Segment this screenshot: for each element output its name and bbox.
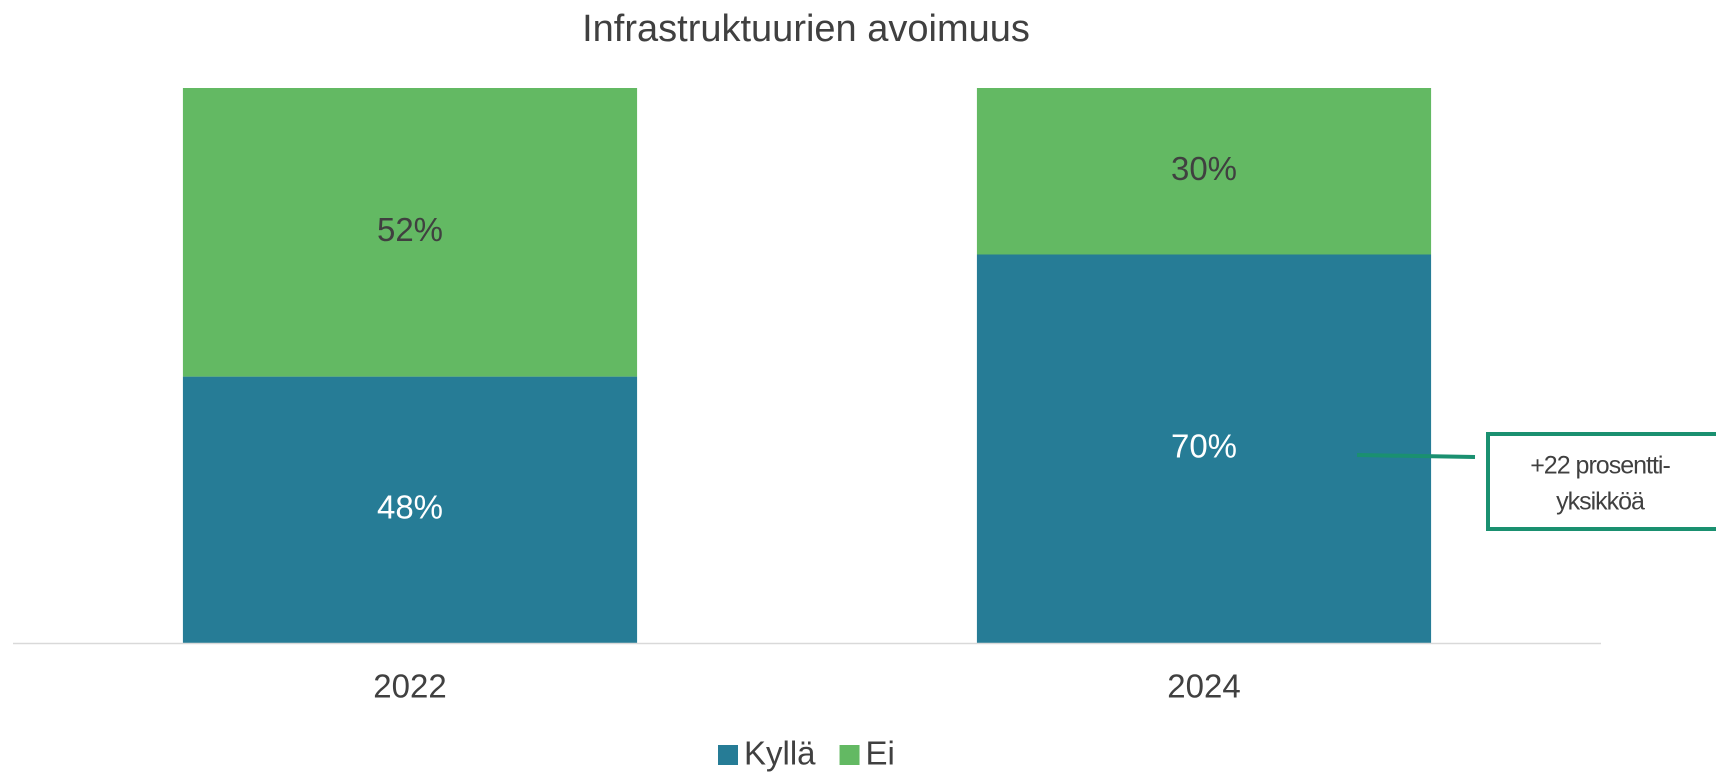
annotation-text: yksikköä	[1556, 488, 1645, 516]
chart-title: Infrastruktuurien avoimuus	[582, 8, 1030, 50]
data-label: 48%	[377, 489, 443, 526]
bar-segment	[182, 376, 638, 643]
data-label: 52%	[377, 211, 443, 248]
bar-segment	[182, 88, 638, 377]
legend-swatch	[718, 745, 738, 765]
x-tick-label: 2022	[373, 668, 446, 705]
legend-label: Ei	[866, 735, 895, 772]
legend-label: Kyllä	[744, 735, 816, 772]
x-tick-label: 2024	[1167, 668, 1240, 705]
annotation-text: +22 prosentti-	[1530, 452, 1670, 480]
bar-segment	[976, 88, 1432, 255]
data-label: 70%	[1171, 427, 1237, 464]
annotation-box	[1486, 432, 1716, 531]
data-label: 30%	[1171, 150, 1237, 187]
annotation-connector	[1356, 453, 1476, 459]
legend-swatch	[839, 745, 860, 765]
bar-segment	[976, 254, 1432, 643]
